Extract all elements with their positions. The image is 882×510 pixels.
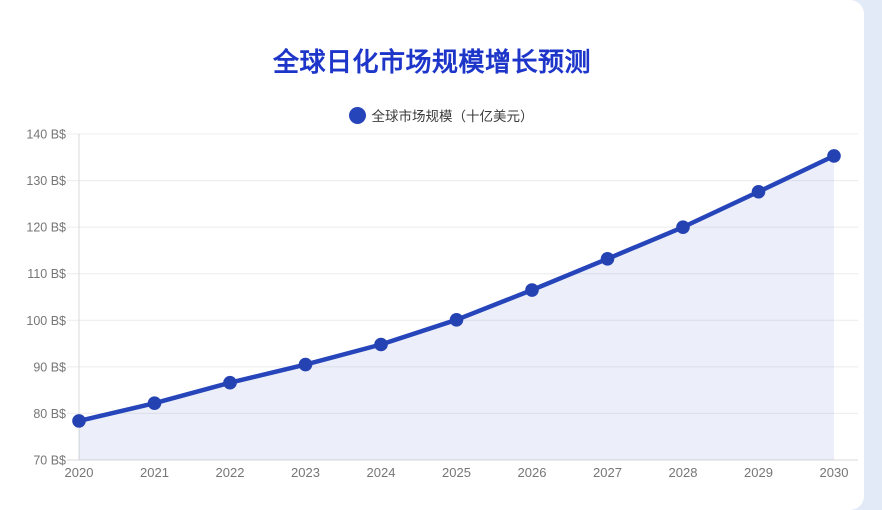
y-axis-tick-label: 70 B$ bbox=[33, 454, 66, 468]
chart-card bbox=[0, 0, 864, 510]
x-axis-tick-label: 2030 bbox=[820, 465, 849, 480]
data-point[interactable] bbox=[827, 149, 841, 163]
data-point[interactable] bbox=[525, 283, 539, 297]
y-axis-tick-label: 140 B$ bbox=[26, 128, 66, 142]
data-point[interactable] bbox=[600, 252, 615, 266]
data-point[interactable] bbox=[751, 184, 766, 199]
x-axis-tick-label: 2029 bbox=[744, 465, 773, 480]
x-axis-tick-label: 2023 bbox=[291, 465, 320, 480]
x-axis-tick-label: 2026 bbox=[518, 465, 547, 480]
x-axis-tick-label: 2022 bbox=[216, 465, 245, 480]
y-axis-tick-label: 90 B$ bbox=[33, 360, 66, 374]
x-axis-tick-label: 2025 bbox=[442, 465, 471, 480]
x-axis-tick-label: 2020 bbox=[65, 465, 94, 480]
y-axis-tick-label: 120 B$ bbox=[26, 221, 66, 235]
data-point[interactable] bbox=[449, 313, 464, 327]
data-point[interactable] bbox=[676, 220, 690, 234]
y-axis-tick-label: 130 B$ bbox=[26, 174, 66, 188]
chart-legend[interactable]: 全球市场规模（十亿美元） bbox=[0, 105, 882, 125]
series-area-fill bbox=[79, 155, 834, 461]
y-axis-tick-label: 110 B$ bbox=[27, 267, 66, 281]
x-axis-tick-label: 2028 bbox=[669, 465, 698, 480]
data-point[interactable] bbox=[374, 337, 388, 352]
x-axis-tick-label: 2021 bbox=[140, 465, 169, 480]
x-axis-tick-label: 2027 bbox=[593, 465, 622, 480]
y-axis-tick-label: 80 B$ bbox=[33, 407, 66, 421]
data-point[interactable] bbox=[298, 357, 313, 372]
chart-title: 全球日化市场规模增长预测 bbox=[272, 47, 591, 77]
legend-series-marker-icon bbox=[348, 106, 366, 124]
y-axis-tick-label: 100 B$ bbox=[26, 314, 66, 328]
x-axis-tick-label: 2024 bbox=[367, 465, 396, 480]
data-point[interactable] bbox=[223, 375, 237, 390]
data-point[interactable] bbox=[147, 396, 162, 410]
legend-series-label: 全球市场规模（十亿美元） bbox=[371, 109, 534, 124]
data-point[interactable] bbox=[72, 414, 86, 428]
